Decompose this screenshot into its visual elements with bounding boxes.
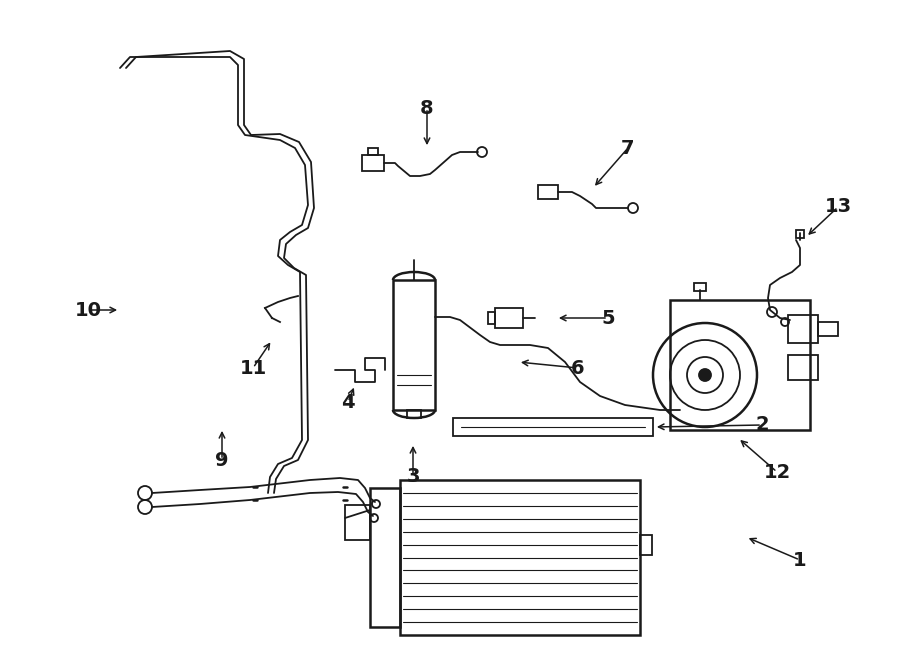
Bar bbox=[538, 185, 558, 199]
Circle shape bbox=[699, 369, 711, 381]
Text: 1: 1 bbox=[793, 551, 806, 570]
Bar bbox=[488, 312, 495, 324]
Bar bbox=[694, 283, 706, 291]
Text: 3: 3 bbox=[406, 467, 419, 486]
Bar bbox=[788, 315, 818, 343]
Bar bbox=[370, 488, 400, 627]
Bar bbox=[495, 308, 523, 328]
Text: 13: 13 bbox=[824, 198, 851, 217]
Text: 8: 8 bbox=[420, 98, 434, 118]
Bar bbox=[670, 300, 810, 430]
Bar bbox=[453, 418, 653, 436]
Bar bbox=[818, 322, 838, 336]
Bar bbox=[400, 480, 640, 635]
Bar bbox=[368, 148, 378, 155]
Text: 9: 9 bbox=[215, 451, 229, 469]
Text: 6: 6 bbox=[572, 358, 585, 377]
Bar bbox=[393, 280, 435, 410]
Bar bbox=[345, 505, 370, 540]
Bar bbox=[362, 155, 384, 171]
Bar bbox=[788, 355, 818, 380]
Text: 7: 7 bbox=[621, 139, 634, 157]
Bar bbox=[640, 535, 652, 555]
Text: 10: 10 bbox=[75, 301, 102, 319]
Bar bbox=[796, 230, 804, 238]
Text: 11: 11 bbox=[239, 358, 266, 377]
Bar bbox=[407, 410, 421, 418]
Text: 4: 4 bbox=[341, 393, 355, 412]
Text: 2: 2 bbox=[755, 416, 769, 434]
Text: 5: 5 bbox=[601, 309, 615, 327]
Text: 12: 12 bbox=[763, 463, 790, 481]
